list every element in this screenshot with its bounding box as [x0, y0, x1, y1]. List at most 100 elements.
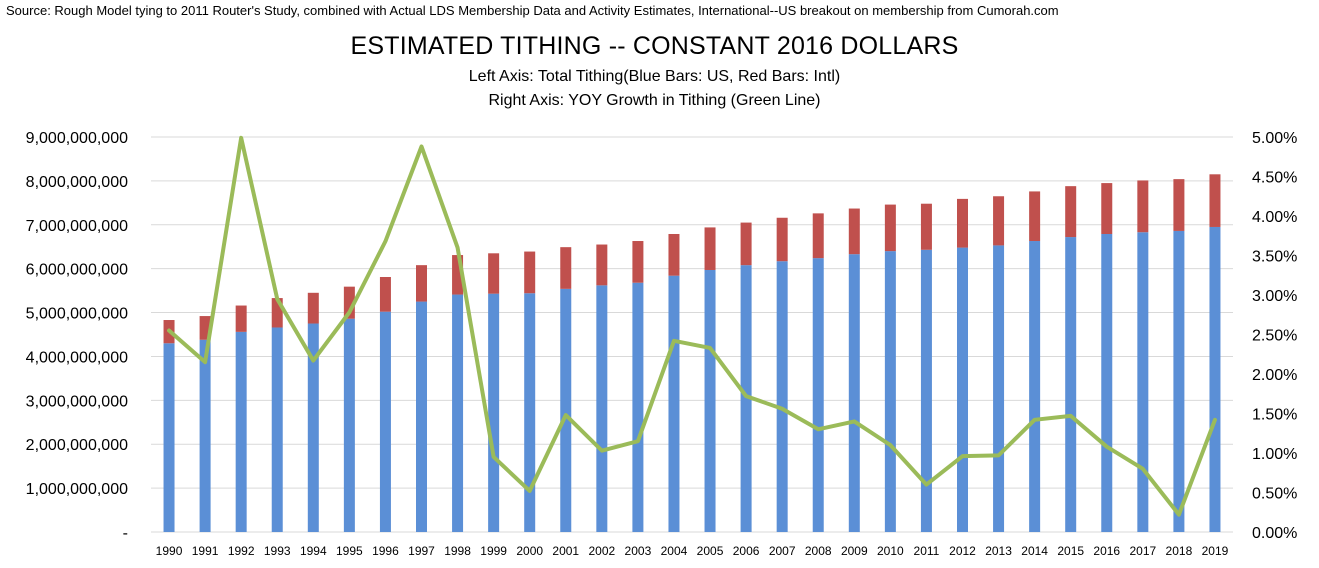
yoy-growth-point-1999 — [493, 456, 495, 458]
x-axis-tick-label: 2004 — [661, 544, 688, 558]
yoy-growth-point-2004 — [673, 340, 675, 342]
growth-line-series — [167, 135, 1217, 517]
bar-intl-2001 — [560, 247, 572, 289]
bar-us-1994 — [307, 323, 319, 532]
bar-intl-1995 — [343, 286, 355, 319]
right-axis-tick-label: 2.00% — [1252, 367, 1297, 384]
bar-us-2015 — [1065, 237, 1077, 533]
bar-intl-1992 — [235, 305, 247, 332]
left-axis-tick-label: 7,000,000,000 — [26, 218, 128, 235]
bar-us-1996 — [379, 311, 391, 532]
left-axis-tick-label: 8,000,000,000 — [26, 174, 128, 191]
x-axis-tick-label: 1992 — [228, 544, 255, 558]
bar-series — [163, 174, 1221, 533]
bar-intl-2002 — [596, 244, 608, 286]
bar-intl-1997 — [416, 265, 427, 302]
bar-us-1995 — [343, 318, 355, 532]
bar-intl-1993 — [271, 298, 283, 328]
left-axis: - 1,000,000,000 2,000,000,000 3,000,000,000… — [26, 130, 128, 542]
yoy-growth-point-2007 — [781, 408, 783, 410]
bar-us-1997 — [416, 301, 427, 532]
bar-us-2012 — [957, 247, 968, 532]
right-axis-tick-label: 5.00% — [1252, 130, 1297, 147]
x-axis-tick-label: 2006 — [733, 544, 760, 558]
x-axis-tick-label: 2018 — [1166, 544, 1193, 558]
x-axis-tick-label: 2016 — [1093, 544, 1120, 558]
x-axis-tick-label: 2011 — [914, 544, 940, 558]
bar-us-2007 — [776, 261, 788, 532]
bar-intl-2019 — [1209, 174, 1221, 227]
x-axis-tick-label: 2019 — [1202, 544, 1229, 558]
left-axis-tick-label: 1,000,000,000 — [26, 481, 128, 498]
yoy-growth-point-2016 — [1106, 446, 1108, 448]
right-axis: 0.00% 0.50% 1.00% 1.50% 2.00% 2.50% 3.00% 3.50%… — [1252, 130, 1297, 542]
right-axis-tick-label: 0.00% — [1252, 525, 1297, 542]
chart-title: ESTIMATED TITHING -- CONSTANT 2016 DOLLA… — [350, 32, 959, 60]
bar-us-2004 — [668, 275, 680, 532]
bar-us-2017 — [1137, 232, 1149, 532]
yoy-growth-point-2011 — [925, 484, 927, 486]
yoy-growth-line — [167, 135, 1217, 517]
bar-intl-2009 — [848, 208, 860, 255]
bar-us-1991 — [199, 339, 211, 532]
yoy-growth-point-2014 — [1034, 419, 1036, 421]
yoy-growth-point-2009 — [853, 420, 855, 422]
x-axis-tick-label: 2003 — [625, 544, 652, 558]
bar-us-2000 — [524, 293, 536, 532]
right-axis-tick-label: 2.50% — [1252, 328, 1297, 345]
x-axis-tick-label: 2015 — [1057, 544, 1084, 558]
yoy-growth-point-1991 — [204, 361, 206, 363]
bar-intl-2011 — [920, 203, 932, 250]
bar-us-2018 — [1173, 230, 1185, 532]
bar-us-1999 — [488, 293, 500, 532]
bar-us-2002 — [596, 285, 608, 532]
bar-us-2014 — [1029, 241, 1041, 532]
x-axis-tick-label: 1997 — [408, 544, 435, 558]
gridlines — [151, 136, 1233, 533]
right-axis-tick-label: 3.50% — [1252, 249, 1297, 266]
left-axis-tick-label: 5,000,000,000 — [26, 306, 128, 323]
yoy-growth-point-2015 — [1070, 415, 1072, 417]
yoy-growth-point-2002 — [601, 450, 603, 452]
bar-intl-2000 — [524, 251, 536, 294]
bar-us-2016 — [1101, 233, 1113, 532]
bar-intl-2010 — [884, 204, 896, 252]
bar-us-2010 — [884, 251, 896, 532]
bar-us-2001 — [560, 288, 572, 532]
bar-us-2006 — [740, 265, 752, 532]
left-axis-tick-label: 2,000,000,000 — [26, 437, 128, 454]
x-axis-tick-label: 2017 — [1129, 544, 1156, 558]
bar-us-2003 — [632, 282, 644, 532]
right-axis-tick-label: 4.50% — [1252, 170, 1297, 187]
bar-us-2009 — [848, 254, 860, 532]
yoy-growth-point-2008 — [817, 428, 819, 430]
bar-intl-2016 — [1101, 183, 1113, 234]
bar-intl-2014 — [1029, 191, 1041, 242]
bar-intl-2008 — [812, 213, 824, 259]
bar-intl-2003 — [632, 241, 644, 283]
bar-intl-2006 — [740, 222, 752, 266]
left-axis-tick-label: 9,000,000,000 — [26, 130, 128, 147]
yoy-growth-point-1995 — [348, 311, 350, 313]
x-axis-tick-label: 1999 — [480, 544, 507, 558]
right-axis-tick-label: 0.50% — [1252, 486, 1297, 503]
x-axis-tick-label: 2002 — [588, 544, 615, 558]
x-axis-tick-label: 2001 — [552, 544, 579, 558]
yoy-growth-point-2010 — [889, 444, 891, 446]
bar-intl-2017 — [1137, 180, 1149, 233]
bar-us-2019 — [1209, 226, 1221, 532]
bar-us-2011 — [920, 249, 932, 533]
x-axis-tick-label: 2000 — [516, 544, 543, 558]
x-axis-tick-label: 1990 — [156, 544, 183, 558]
bar-intl-1999 — [488, 253, 500, 294]
bar-intl-1994 — [307, 292, 319, 324]
bar-intl-1991 — [199, 316, 211, 340]
bar-intl-2015 — [1065, 186, 1077, 238]
x-axis-tick-label: 1996 — [372, 544, 399, 558]
x-axis-tick-label: 2013 — [985, 544, 1012, 558]
chart-subtitle-right-axis: Right Axis: YOY Growth in Tithing (Green… — [488, 92, 821, 109]
bar-us-2008 — [812, 258, 824, 532]
x-axis-tick-label: 2007 — [769, 544, 796, 558]
bar-intl-2007 — [776, 217, 788, 262]
yoy-growth-point-2019 — [1214, 419, 1216, 421]
